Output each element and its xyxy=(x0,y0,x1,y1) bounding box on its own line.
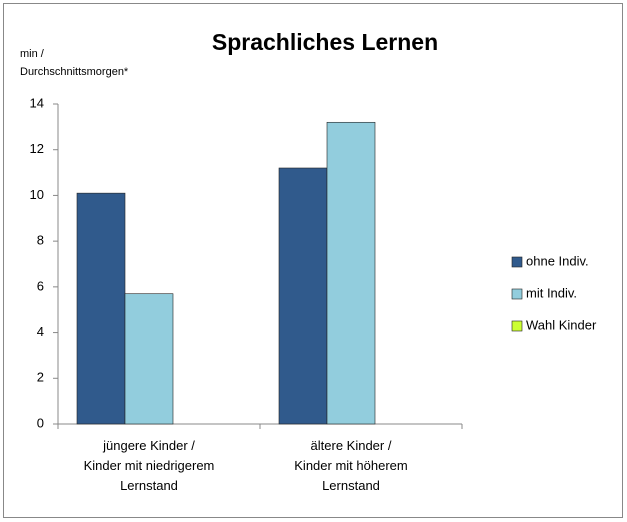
x-tick-label: ältere Kinder / Kinder mit höherem Lerns… xyxy=(294,438,408,493)
bar xyxy=(326,121,376,425)
legend-swatch xyxy=(511,256,523,268)
legend-swatch xyxy=(511,288,523,300)
y-tick-label: 4 xyxy=(37,324,44,339)
y-tick-label: 2 xyxy=(37,370,44,385)
bar xyxy=(278,167,328,425)
y-tick-label: 6 xyxy=(37,278,44,293)
y-tick-label: 10 xyxy=(30,187,44,202)
legend-swatch xyxy=(511,320,523,332)
y-tick-label: 0 xyxy=(37,415,44,430)
legend-label: Wahl Kinder xyxy=(526,317,597,332)
y-tick-label: 12 xyxy=(30,141,44,156)
legend-label: ohne Indiv. xyxy=(526,253,589,268)
x-tick-label: jüngere Kinder / Kinder mit niedrigerem … xyxy=(83,438,215,493)
legend-label: mit Indiv. xyxy=(526,285,577,300)
chart-title: Sprachliches Lernen xyxy=(212,29,438,55)
bar xyxy=(76,192,126,425)
y-tick-label: 14 xyxy=(30,95,44,110)
bar xyxy=(124,293,174,425)
y-tick-label: 8 xyxy=(37,233,44,248)
y-axis-label: min / Durchschnittsmorgen* xyxy=(20,48,129,78)
